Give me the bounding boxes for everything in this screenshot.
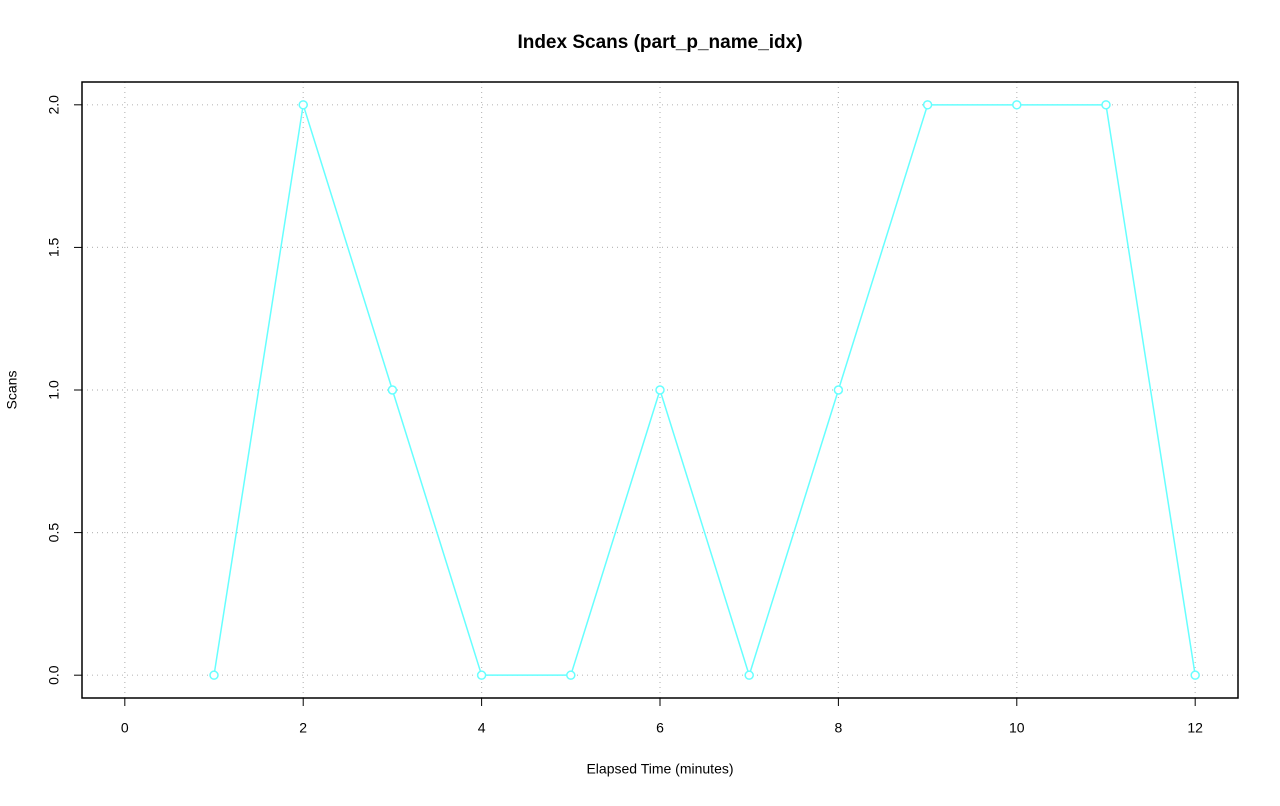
- point: [387, 385, 398, 395]
- x-tick-label: 10: [1009, 720, 1025, 736]
- plot-frame: [81, 81, 1239, 699]
- y-tick-label: 1.0: [46, 380, 62, 400]
- series-line: [213, 104, 1196, 678]
- point: [476, 670, 487, 680]
- point: [922, 100, 933, 110]
- y-tick-label: 1.5: [46, 237, 62, 257]
- x-tick-label: 6: [656, 720, 664, 736]
- point: [833, 385, 844, 395]
- chart-title: Index Scans (part_p_name_idx): [517, 32, 802, 53]
- y-axis-label: Scans: [4, 371, 20, 410]
- x-tick-label: 8: [834, 720, 842, 736]
- point: [1012, 100, 1022, 110]
- x-tick-label: 2: [299, 720, 307, 736]
- point: [209, 670, 219, 680]
- x-tick-label: 12: [1187, 720, 1203, 736]
- y-tick-label: 0.0: [46, 665, 62, 685]
- x-tick-label: 4: [478, 720, 486, 736]
- y-tick-label: 2.0: [46, 95, 62, 115]
- point: [744, 670, 754, 680]
- point: [655, 385, 665, 395]
- x-axis-label: Elapsed Time (minutes): [586, 761, 733, 777]
- x-tick-label: 0: [121, 720, 129, 736]
- y-tick-label: 0.5: [46, 523, 62, 543]
- point: [566, 670, 576, 680]
- point: [1190, 670, 1200, 680]
- point: [298, 100, 308, 110]
- point: [1101, 100, 1111, 110]
